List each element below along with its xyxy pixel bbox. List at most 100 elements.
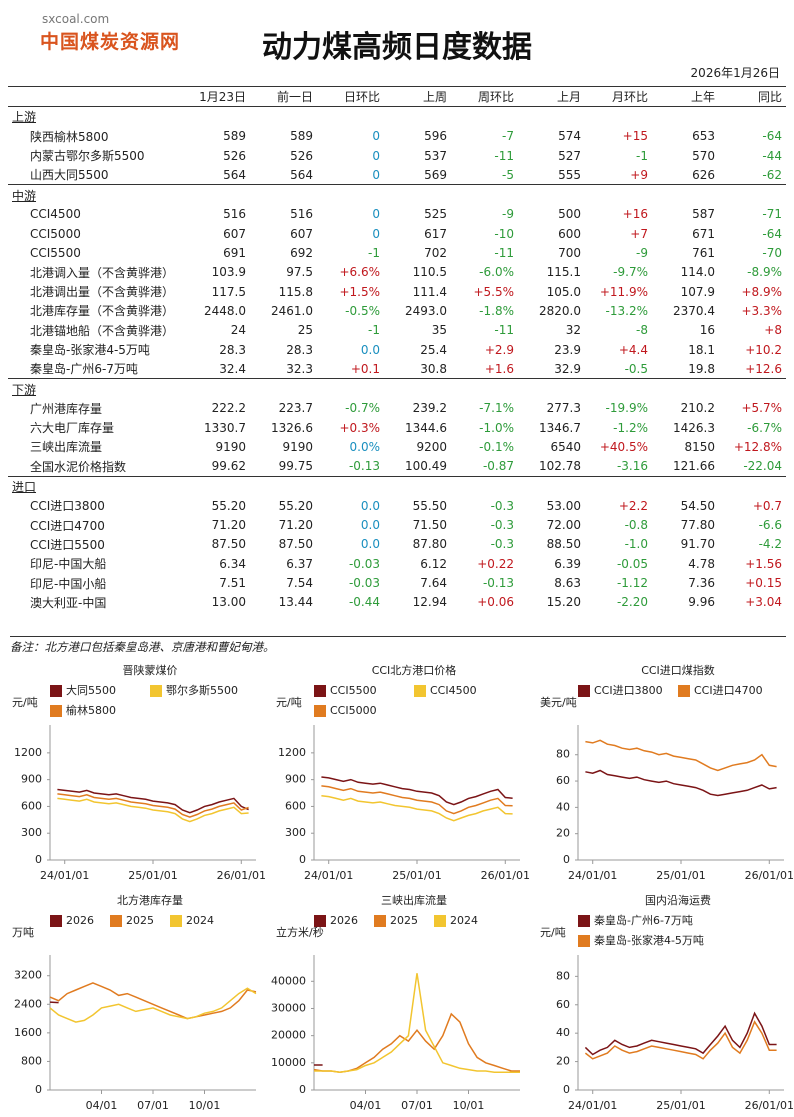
value-cell: -0.3 <box>490 498 514 513</box>
value-cell: 16 <box>699 323 715 338</box>
y-tick-label: 80 <box>556 969 570 982</box>
data-row: 广州港库存量 222.2 223.7 -0.7% 239.2 -7.1% 277.3 -19.… <box>8 399 786 418</box>
legend-label: CCI进口3800 <box>594 684 663 697</box>
data-row: 北港调入量（不含黄骅港） 103.9 97.5 +6.6% 110.5 -6.0% 115.… <box>8 263 786 282</box>
value-cell: 2370.4 <box>673 303 715 318</box>
value-cell: +6.6% <box>339 265 380 280</box>
x-tick-label: 24/01/01 <box>40 869 89 882</box>
value-cell: 77.80 <box>680 518 715 533</box>
value-cell: 71.20 <box>211 518 246 533</box>
x-tick-label: 26/01/01 <box>745 869 794 882</box>
value-cell: 574 <box>558 129 581 144</box>
value-cell: 607 <box>290 226 313 241</box>
header-row: 1月23日 前一日 日环比 上周 周环比 上月 月环比 上年 同比 <box>8 85 786 108</box>
value-cell: 527 <box>558 148 581 163</box>
value-cell: -0.8 <box>624 518 648 533</box>
value-cell: +0.1 <box>350 361 380 376</box>
value-cell: 2493.0 <box>405 303 447 318</box>
value-cell: 121.66 <box>673 459 715 474</box>
value-cell: 7.36 <box>688 576 715 591</box>
section-name: 下游 <box>8 378 786 399</box>
section-row: 上游 <box>8 106 786 127</box>
value-cell: 71.20 <box>278 518 313 533</box>
legend-swatch <box>374 915 386 927</box>
value-cell: 115.8 <box>278 284 313 299</box>
section-row: 下游 <box>8 378 786 399</box>
value-cell: 526 <box>223 148 246 163</box>
header-cell: 日环比 <box>317 85 384 108</box>
value-cell: 0 <box>372 226 380 241</box>
value-cell: 32.4 <box>219 361 246 376</box>
value-cell: 13.44 <box>278 595 313 610</box>
legend-swatch <box>314 705 326 717</box>
y-axis-label: 万吨 <box>12 926 34 939</box>
y-tick-label: 0 <box>35 1083 42 1096</box>
value-cell: 28.3 <box>219 342 246 357</box>
value-cell: 32 <box>565 323 581 338</box>
y-tick-label: 40 <box>556 1026 570 1039</box>
header-cell: 上周 <box>384 85 451 108</box>
data-row: CCI进口5500 87.50 87.50 0.0 87.80 -0.3 88.50 -1.0… <box>8 535 786 554</box>
value-cell: -0.5 <box>624 361 648 376</box>
series-line <box>57 788 249 814</box>
y-tick-label: 600 <box>21 799 42 812</box>
legend-swatch <box>578 915 590 927</box>
value-cell: 71.50 <box>412 518 447 533</box>
data-row: 印尼-中国大船 6.34 6.37 -0.03 6.12 +0.22 6.39 -0.05 4.… <box>8 554 786 573</box>
value-cell: +5.7% <box>741 401 782 416</box>
y-tick-label: 300 <box>21 826 42 839</box>
data-row: CCI5500 691 692 -1 702 -11 700 -9 761 -70 <box>8 243 786 262</box>
value-cell: +10.2 <box>745 342 782 357</box>
x-tick-label: 26/01/01 <box>481 869 530 882</box>
value-cell: 7.51 <box>219 576 246 591</box>
data-row: 秦皇岛-张家港4-5万吨 28.3 28.3 0.0 25.4 +2.9 23.9 +4.4 1… <box>8 340 786 359</box>
value-cell: -19.9% <box>605 401 648 416</box>
header-cell: 上年 <box>652 85 719 108</box>
value-cell: +8.9% <box>741 284 782 299</box>
row-name: 北港调入量（不含黄骅港） <box>30 265 175 280</box>
series-line <box>314 973 520 1074</box>
x-tick-label: 26/01/01 <box>217 869 266 882</box>
value-cell: -1 <box>636 148 648 163</box>
x-tick-label: 25/01/01 <box>656 869 705 882</box>
row-name: 北港库存量（不含黄骅港） <box>30 304 175 319</box>
value-cell: -71 <box>762 207 782 222</box>
section-name: 进口 <box>8 475 786 497</box>
section-name: 上游 <box>8 106 786 127</box>
header-cell: 同比 <box>719 85 786 108</box>
value-cell: 115.1 <box>546 265 581 280</box>
value-cell: +0.22 <box>477 556 514 571</box>
legend-swatch <box>170 915 182 927</box>
value-cell: -11 <box>494 246 514 261</box>
value-cell: -9 <box>502 207 514 222</box>
y-tick-label: 10000 <box>271 1056 306 1069</box>
chart-title: CCI北方港口价格 <box>372 663 457 677</box>
x-tick-label: 24/01/01 <box>304 869 353 882</box>
value-cell: 1426.3 <box>673 420 715 435</box>
value-cell: +12.6 <box>745 361 782 376</box>
y-tick-label: 900 <box>285 773 306 786</box>
report-date: 2026年1月26日 <box>690 66 780 80</box>
data-row: 全国水泥价格指数 99.62 99.75 -0.13 100.49 -0.87 102.78… <box>8 457 786 477</box>
y-tick-label: 1200 <box>14 746 42 759</box>
value-cell: 516 <box>290 207 313 222</box>
row-name: CCI5500 <box>30 246 81 261</box>
x-tick-label: 07/01 <box>401 1099 433 1112</box>
legend-swatch <box>150 685 162 697</box>
value-cell: 9.96 <box>688 595 715 610</box>
row-name: CCI进口5500 <box>30 537 105 552</box>
value-cell: -4.2 <box>758 537 782 552</box>
series-line <box>584 1011 777 1056</box>
value-cell: 0.0 <box>360 518 380 533</box>
value-cell: 555 <box>558 167 581 182</box>
value-cell: -9.7% <box>613 265 648 280</box>
value-cell: 6540 <box>550 439 581 454</box>
value-cell: 32.3 <box>286 361 313 376</box>
x-tick-label: 25/01/01 <box>392 869 441 882</box>
row-name: 澳大利亚-中国 <box>30 595 107 610</box>
value-cell: 23.9 <box>554 342 581 357</box>
value-cell: -13.2% <box>605 303 648 318</box>
legend-label: 榆林5800 <box>66 703 116 717</box>
value-cell: 72.00 <box>546 518 581 533</box>
